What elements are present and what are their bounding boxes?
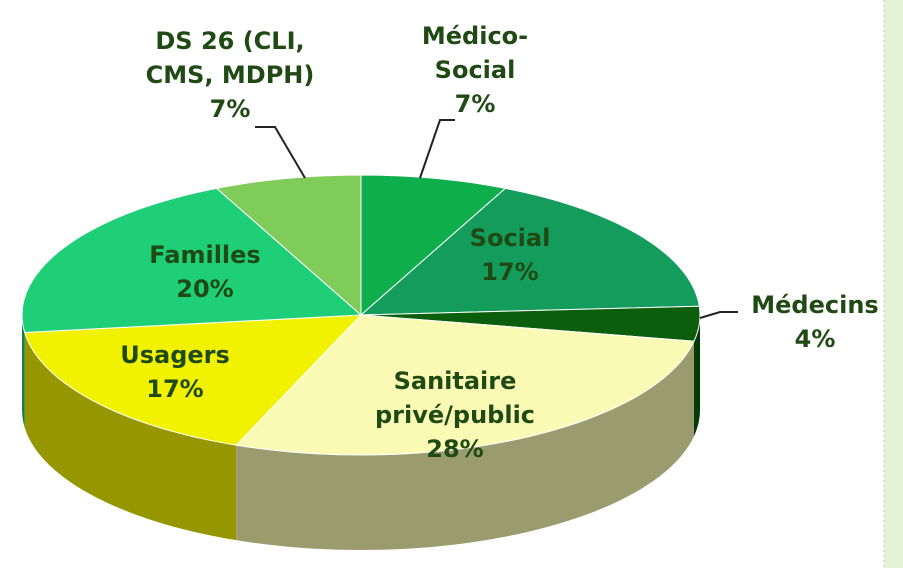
slice-name: Médico-Social — [421, 22, 529, 84]
leader-line — [255, 126, 306, 179]
slice-label: Sanitaire privé/public 28% — [340, 364, 570, 466]
slice-label: Médecins 4% — [735, 288, 895, 356]
slice — [359, 187, 700, 316]
slice-label: Social 17% — [430, 221, 590, 289]
slice-percent: 7% — [454, 90, 496, 118]
slice — [360, 305, 701, 342]
slice-name: Usagers — [120, 341, 230, 369]
slice-name: Familles — [149, 241, 261, 269]
slice — [215, 174, 362, 317]
slice-side — [22, 315, 25, 428]
slice-percent: 17% — [146, 375, 204, 403]
slice-label: Usagers 17% — [95, 338, 255, 406]
slice-percent: 17% — [481, 258, 539, 286]
slice-name: Médecins — [751, 291, 879, 319]
slices — [21, 174, 701, 550]
leader-line — [419, 119, 455, 179]
slice — [360, 174, 507, 317]
leader-line — [699, 311, 738, 319]
slice-name: Social — [469, 224, 551, 252]
slice-side — [236, 341, 694, 550]
slice-label: Médico-Social 7% — [400, 19, 550, 121]
slice-percent: 28% — [426, 435, 484, 463]
side-stripe — [884, 0, 903, 568]
slice-side — [693, 315, 700, 437]
slice-side — [24, 332, 237, 541]
slice — [23, 314, 363, 446]
slice-label: Familles 20% — [125, 238, 285, 306]
slice-name: DS 26 (CLI, CMS, MDPH) — [145, 27, 315, 89]
slice-percent: 20% — [176, 275, 234, 303]
slice-label: DS 26 (CLI, CMS, MDPH) 7% — [120, 24, 340, 126]
slice — [235, 314, 695, 456]
slice — [21, 187, 363, 334]
slice-name: Sanitaire privé/public — [374, 367, 536, 429]
slice-percent: 4% — [794, 325, 836, 353]
slice-percent: 7% — [209, 95, 251, 123]
